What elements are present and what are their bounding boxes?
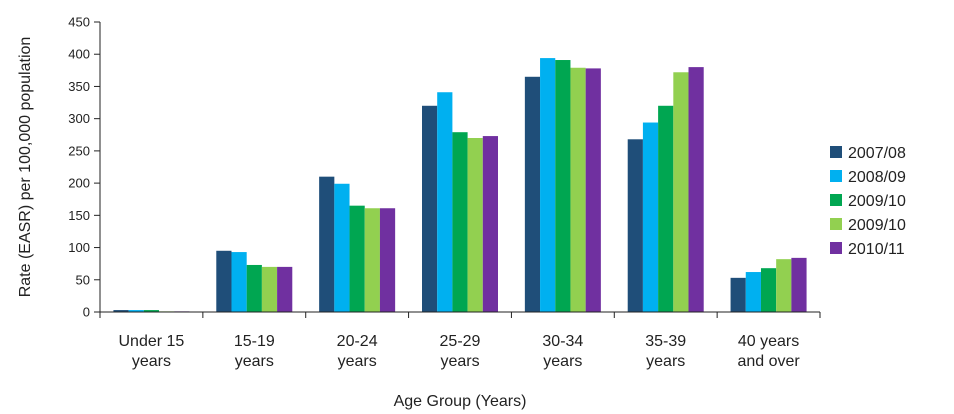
x-tick-label-line: years bbox=[440, 353, 479, 370]
bar bbox=[467, 138, 483, 312]
x-axis-title: Age Group (Years) bbox=[394, 393, 527, 410]
legend-swatch bbox=[830, 146, 842, 158]
bar bbox=[555, 60, 571, 312]
x-tick-label-line: 20-24 bbox=[337, 333, 378, 350]
bar bbox=[524, 76, 541, 312]
bar bbox=[791, 257, 807, 312]
bar bbox=[422, 105, 438, 312]
y-ticks: 0 50 100 150 200 250 300 350 400 450 bbox=[68, 15, 100, 320]
bar bbox=[658, 105, 674, 312]
bar bbox=[437, 92, 453, 313]
bar bbox=[246, 264, 262, 312]
bar bbox=[143, 310, 160, 312]
x-tick-label-line: years bbox=[132, 353, 171, 370]
bar bbox=[113, 310, 129, 312]
bar bbox=[349, 205, 365, 312]
legend-label: 2007/08 bbox=[848, 145, 906, 162]
x-tick-label-line: 40 years bbox=[738, 333, 799, 350]
x-tick-label: 30-34 years bbox=[542, 333, 583, 370]
axes bbox=[99, 22, 821, 318]
x-tick-label-line: years bbox=[338, 353, 377, 370]
legend-label: 2008/09 bbox=[848, 169, 906, 186]
y-tick-label: 450 bbox=[68, 15, 90, 30]
bar bbox=[673, 72, 689, 313]
x-tick-label: 35-39 years bbox=[645, 333, 686, 370]
y-tick-label: 50 bbox=[76, 272, 90, 287]
legend-swatch bbox=[830, 194, 842, 206]
y-tick-label: 0 bbox=[83, 305, 90, 320]
bar bbox=[482, 136, 498, 312]
x-tick-label: 15-19 years bbox=[234, 333, 275, 370]
x-tick-label-line: years bbox=[543, 353, 582, 370]
y-axis-title-group: Rate (EASR) per 100,000 population bbox=[17, 37, 34, 298]
x-tick-label-line: 15-19 bbox=[234, 333, 275, 350]
x-tick-label: 25-29 years bbox=[440, 333, 481, 370]
x-tick-label-line: Under 15 bbox=[119, 333, 185, 350]
legend-label: 2009/10 bbox=[848, 193, 906, 210]
bar bbox=[364, 208, 380, 312]
y-tick-label: 350 bbox=[68, 79, 90, 94]
y-tick-label: 250 bbox=[68, 143, 90, 158]
bar bbox=[231, 252, 247, 312]
bar bbox=[216, 250, 232, 312]
legend-label: 2009/10 bbox=[848, 217, 906, 234]
bar bbox=[745, 272, 761, 312]
bar bbox=[776, 259, 792, 312]
y-tick-label: 300 bbox=[68, 111, 90, 126]
bar bbox=[570, 67, 586, 312]
y-tick-label: 100 bbox=[68, 240, 90, 255]
x-tick-label-line: 30-34 bbox=[542, 333, 583, 350]
bar bbox=[585, 68, 601, 313]
legend-swatch bbox=[830, 242, 842, 254]
bar bbox=[452, 132, 468, 312]
x-tick-label-line: years bbox=[646, 353, 685, 370]
bar bbox=[277, 266, 293, 312]
bar bbox=[760, 268, 777, 312]
category-labels: Under 15 years 15-19 years 20-24 years 25-29 ye… bbox=[119, 333, 801, 370]
x-tick-label: 20-24 years bbox=[337, 333, 378, 370]
legend-label: 2010/11 bbox=[848, 241, 905, 258]
bar bbox=[319, 176, 335, 312]
bar bbox=[730, 277, 746, 312]
y-axis-title: Rate (EASR) per 100,000 population bbox=[17, 37, 34, 298]
bar bbox=[334, 183, 350, 312]
bars bbox=[113, 58, 807, 313]
x-tick-label-line: and over bbox=[737, 353, 800, 370]
bar bbox=[627, 139, 643, 312]
y-tick-label: 150 bbox=[68, 208, 90, 223]
bar bbox=[642, 122, 659, 312]
x-tick-label: Under 15 years bbox=[119, 333, 185, 370]
legend: 2007/08 2008/09 2009/10 2009/10 2010/11 bbox=[830, 145, 906, 258]
bar bbox=[128, 310, 144, 312]
legend-swatch bbox=[830, 218, 842, 230]
x-tick-label-line: 25-29 bbox=[440, 333, 481, 350]
x-tick-label: 40 years and over bbox=[737, 333, 800, 370]
x-tick-label-line: 35-39 bbox=[645, 333, 686, 350]
bar bbox=[379, 208, 396, 312]
y-tick-label: 400 bbox=[68, 47, 90, 62]
x-tick-label-line: years bbox=[235, 353, 274, 370]
legend-swatch bbox=[830, 170, 842, 182]
bar bbox=[261, 266, 278, 312]
y-tick-label: 200 bbox=[68, 176, 90, 191]
bar bbox=[540, 58, 556, 313]
bar bbox=[688, 67, 704, 312]
